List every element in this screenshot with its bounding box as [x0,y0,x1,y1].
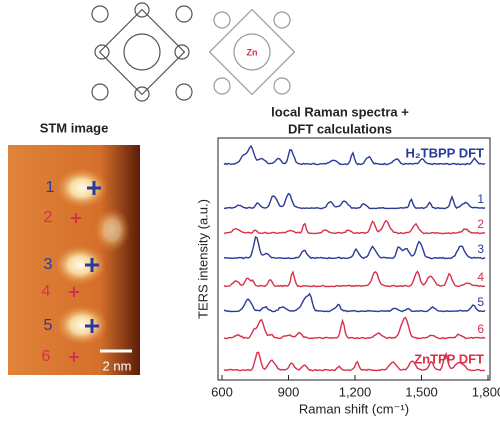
figure: Zn STM image 2 nm 1 2 3 4 5 6 local Raman spe… [0,0,500,419]
marker-label: 6 [42,348,51,365]
x-tick-label: 1,500 [405,384,438,399]
scale-bar-label: 2 nm [103,358,132,373]
trace-label: 2 [477,217,484,231]
marker-label: 5 [44,317,53,334]
trace-label: 5 [477,295,484,309]
x-tick-label: 900 [278,384,300,399]
x-tick-label: 600 [211,384,233,399]
y-axis-label: TERS intensity (a.u.) [195,199,210,319]
spectrum-trace [224,237,485,259]
trace-label: 3 [477,242,484,256]
x-tick-label: 1,200 [339,384,372,399]
marker-label: 4 [42,283,51,300]
x-tick-label: 1,800 [472,384,500,399]
marker-label: 2 [44,209,53,226]
trace-label: H₂TBPP DFT [406,145,485,160]
trace-label: 1 [477,192,484,206]
spectrum-trace [224,294,485,312]
spectrum-trace [224,194,485,209]
x-axis-label: Raman shift (cm⁻¹) [299,401,409,416]
plot-frame [218,138,490,380]
spectra-title: DFT calculations [288,121,392,136]
marker-label: 1 [46,179,55,196]
spectrum-trace [224,221,485,234]
spectrum-trace [224,318,485,339]
spectra-title: local Raman spectra + [271,104,409,119]
trace-label: 4 [477,270,484,284]
trace-label: 6 [477,322,484,336]
marker-label: 3 [44,256,53,273]
stm-title: STM image [40,120,109,135]
trace-label: ZnTPP DFT [414,351,484,366]
zn-label: Zn [247,47,258,57]
spectrum-trace [224,272,485,287]
molecule-h2tbpp [92,3,192,101]
